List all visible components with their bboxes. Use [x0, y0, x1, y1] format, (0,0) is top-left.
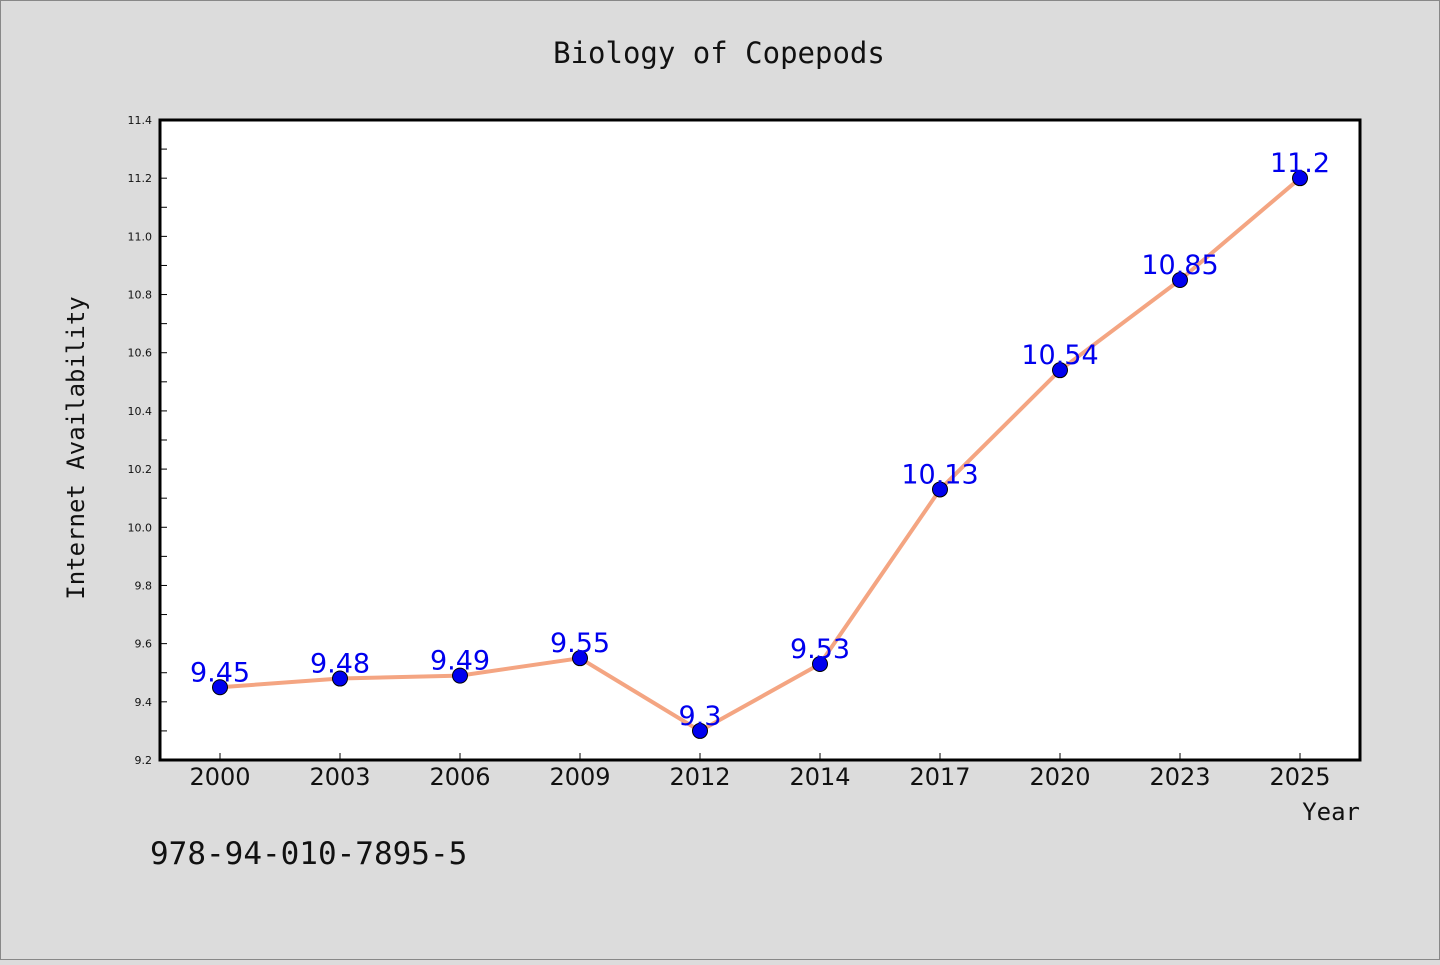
x-tick-label: 2006 — [429, 763, 490, 791]
data-label: 10.85 — [1141, 250, 1218, 281]
x-axis: 2000 2003 2006 2009 2012 2014 2017 2020 2023 2025 — [189, 753, 1331, 791]
data-label: 9.45 — [190, 657, 250, 688]
data-label: 9.3 — [679, 701, 722, 732]
data-label: 10.13 — [901, 459, 978, 490]
x-tick-label: 2009 — [549, 763, 610, 791]
data-point — [452, 667, 468, 684]
x-tick-label: 2000 — [189, 763, 250, 791]
data-point — [1172, 272, 1188, 288]
data-label: 9.49 — [430, 646, 490, 677]
data-point — [692, 722, 708, 739]
data-point — [932, 481, 948, 498]
y-tick-label: 9.2 — [135, 754, 153, 767]
y-tick-label: 10.6 — [128, 347, 153, 360]
isbn-annotation: 978-94-010-7895-5 — [150, 836, 467, 872]
data-label: 9.55 — [550, 628, 610, 659]
y-tick-label: 11.4 — [128, 114, 153, 127]
y-tick-label: 11.0 — [128, 230, 153, 243]
x-tick-label: 2014 — [789, 763, 850, 791]
x-tick-label: 2003 — [309, 763, 370, 791]
x-tick-label: 2020 — [1029, 763, 1090, 791]
data-label: 11.2 — [1270, 148, 1330, 179]
y-tick-label: 9.4 — [135, 696, 153, 709]
data-label: 10.54 — [1021, 340, 1098, 371]
x-axis-title: Year — [1302, 798, 1360, 826]
y-tick-label: 10.4 — [128, 405, 153, 418]
y-axis-title: Internet Availability — [62, 296, 90, 599]
data-label: 9.53 — [790, 634, 850, 665]
y-tick-label: 11.2 — [128, 172, 153, 185]
data-point — [332, 670, 348, 687]
y-tick-label: 9.6 — [135, 638, 153, 651]
data-point — [212, 679, 228, 696]
series-group: 9.45 9.48 9.49 9.55 9.3 9.53 10.13 10.54 10.85 11… — [190, 148, 1330, 739]
y-axis: 9.2 9.4 9.6 9.8 10.0 10.2 10.4 10.6 10.8 11.0 11.2… — [128, 114, 167, 767]
data-point — [1292, 170, 1308, 187]
y-tick-label: 10.0 — [128, 521, 153, 534]
data-point — [572, 650, 588, 667]
series-line — [218, 176, 1302, 733]
data-point — [1052, 362, 1068, 379]
x-tick-label: 2012 — [669, 763, 730, 791]
data-label: 9.48 — [310, 649, 370, 680]
x-tick-label: 2023 — [1149, 763, 1210, 791]
y-tick-label: 10.8 — [128, 289, 153, 302]
data-point — [812, 656, 828, 672]
x-tick-label: 2025 — [1269, 763, 1330, 791]
x-tick-label: 2017 — [909, 763, 970, 791]
plot-area — [158, 118, 1362, 762]
chart-title: Biology of Copepods — [553, 36, 885, 70]
y-tick-label: 10.2 — [128, 463, 153, 476]
y-tick-label: 9.8 — [135, 579, 153, 592]
